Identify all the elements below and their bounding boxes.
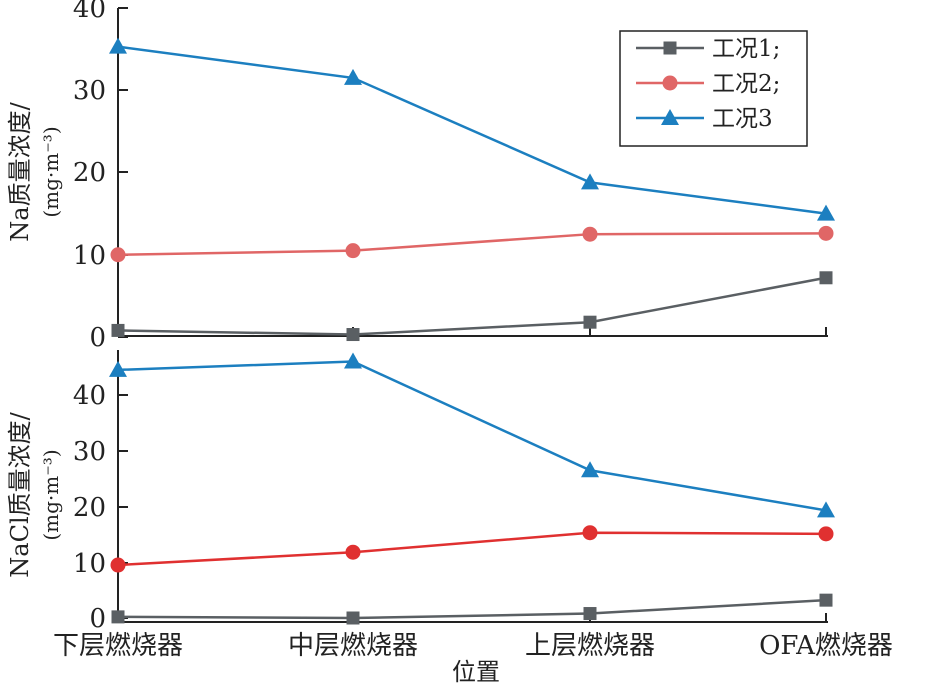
- bot-series-0-line: [117, 598, 827, 620]
- bot-series-0-point-2: [583, 607, 597, 621]
- top-series-2-line: [117, 45, 827, 215]
- top-panel: 0 10 20 30 40 Na质量浓度/ (mg·m⁻³) 工况1; 工况2; 工况3: [6, 0, 835, 353]
- top-y-axis-label-line2: (mg·m⁻³): [39, 126, 63, 217]
- bot-series-0-point-3: [819, 593, 833, 607]
- x-tick-label-1: 中层燃烧器: [288, 631, 418, 661]
- top-series-0-point-3: [819, 271, 833, 285]
- top-legend: 工况1; 工况2; 工况3: [619, 30, 808, 147]
- top-series-0-point-1: [346, 328, 360, 342]
- bot-series-0-point-0: [111, 610, 125, 624]
- legend-label-0: 工况1;: [712, 36, 780, 62]
- bot-y-tick-label-0: 0: [89, 604, 106, 634]
- legend-marker-0: [663, 41, 677, 55]
- top-series-0-line: [117, 276, 827, 336]
- bot-series-2-point-2: [581, 461, 599, 478]
- legend-marker-1: [662, 75, 678, 91]
- bot-y-tick-label-20: 20: [73, 493, 106, 523]
- top-y-tick-label-0: 0: [89, 323, 106, 353]
- bot-series-1-point-3: [818, 526, 834, 542]
- top-series-0-point-0: [111, 323, 125, 337]
- bottom-y-axis-label-line1: NaCl质量浓度/: [6, 411, 34, 577]
- bot-series-2-point-3: [817, 501, 835, 518]
- x-axis-label: 位置: [452, 658, 500, 686]
- top-series-0-point-2: [583, 315, 597, 329]
- bot-y-tick-label-40: 40: [73, 381, 106, 411]
- legend-box: [619, 30, 808, 147]
- top-series-2-point-0: [109, 37, 127, 54]
- top-y-tick-label-20: 20: [73, 158, 106, 188]
- x-tick-labels: 下层燃烧器 中层燃烧器 上层燃烧器 OFA燃烧器: [53, 631, 893, 661]
- top-series-2-point-3: [817, 204, 835, 221]
- top-series-1-line: [117, 232, 827, 256]
- bot-series-2-line: [117, 360, 827, 512]
- bottom-series-group: [109, 352, 835, 625]
- top-y-tick-label-40: 40: [73, 0, 106, 24]
- legend-label-1: 工况2;: [712, 71, 780, 97]
- top-y-axis-label: Na质量浓度/ (mg·m⁻³): [6, 101, 63, 241]
- x-tick-label-0: 下层燃烧器: [53, 631, 183, 661]
- top-y-tick-label-30: 30: [73, 76, 106, 106]
- bot-series-1-point-2: [582, 525, 598, 541]
- bot-series-1-point-1: [345, 544, 361, 560]
- top-series-1-point-0: [110, 247, 126, 263]
- x-tick-label-2: 上层燃烧器: [525, 631, 655, 661]
- x-tick-label-3: OFA燃烧器: [759, 631, 893, 661]
- top-y-tick-label-10: 10: [73, 241, 106, 271]
- bottom-panel: 0 10 20 30 40 NaCl质量浓度/ (mg·m⁻³): [6, 350, 835, 634]
- bot-series-0-point-1: [346, 611, 360, 625]
- top-series-1-point-1: [345, 243, 361, 259]
- bottom-y-axis-label-line2: (mg·m⁻³): [39, 449, 63, 540]
- bot-y-tick-label-30: 30: [73, 437, 106, 467]
- legend-marker-2: [661, 109, 679, 125]
- bot-y-tick-label-10: 10: [73, 549, 106, 579]
- top-axes: 0 10 20 30 40: [73, 0, 828, 353]
- top-series-group: [109, 37, 835, 342]
- bot-series-1-point-0: [110, 557, 126, 573]
- bot-series-1-line: [117, 531, 827, 567]
- top-series-1-point-2: [582, 226, 598, 242]
- legend-label-2: 工况3: [712, 106, 773, 132]
- top-series-2-point-1: [344, 68, 362, 85]
- bot-series-2-point-1: [344, 352, 362, 369]
- bottom-y-axis-label: NaCl质量浓度/ (mg·m⁻³): [6, 411, 63, 577]
- bot-series-2-point-0: [109, 360, 127, 377]
- top-series-2-point-2: [581, 173, 599, 190]
- top-series-1-point-3: [818, 225, 834, 241]
- top-y-axis-label-line1: Na质量浓度/: [6, 101, 34, 241]
